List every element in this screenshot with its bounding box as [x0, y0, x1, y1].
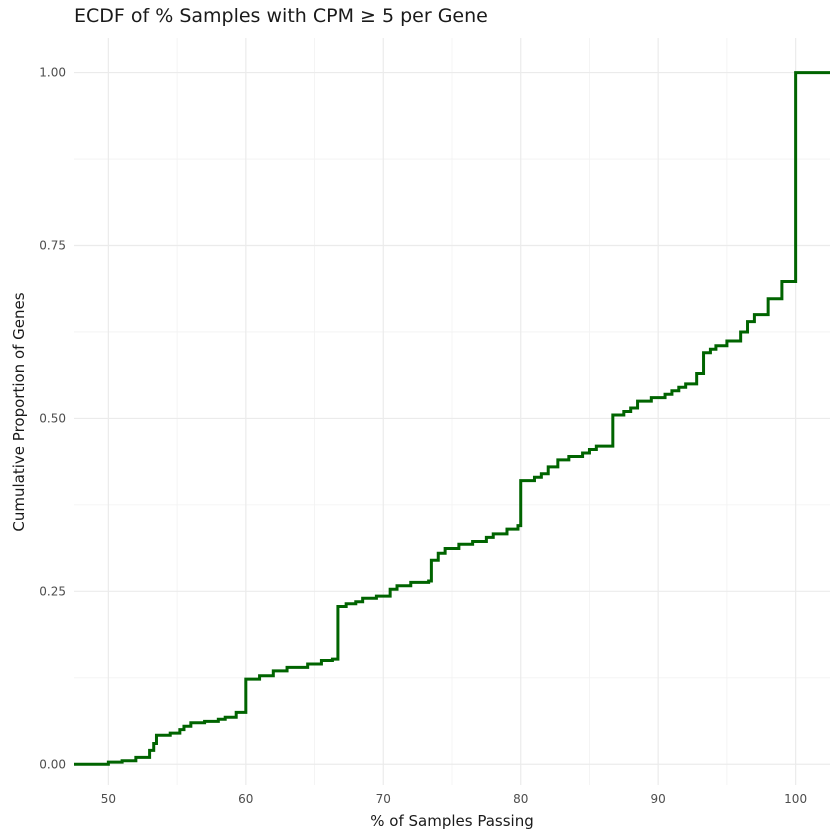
y-tick-label: 0.75 [39, 239, 66, 253]
y-axis-tick-labels: 0.00 0.25 0.50 0.75 1.00 [39, 66, 66, 772]
y-tick-label: 1.00 [39, 66, 66, 80]
x-tick-label: 50 [101, 792, 116, 806]
chart-title: ECDF of % Samples with CPM ≥ 5 per Gene [74, 5, 488, 27]
x-axis-label: % of Samples Passing [370, 812, 534, 830]
x-axis-tick-labels: 50 60 70 80 90 100 [101, 792, 807, 806]
x-tick-label: 60 [238, 792, 253, 806]
y-tick-label: 0.00 [39, 757, 66, 771]
x-tick-label: 90 [651, 792, 666, 806]
y-tick-label: 0.50 [39, 411, 66, 425]
x-tick-label: 100 [784, 792, 807, 806]
major-gridlines [74, 38, 830, 785]
y-tick-label: 0.25 [39, 584, 66, 598]
ecdf-series [74, 71, 830, 766]
minor-gridlines [74, 38, 830, 785]
y-axis-label: Cumulative Proportion of Genes [10, 292, 28, 532]
ecdf-step-line [74, 71, 830, 766]
x-tick-label: 70 [376, 792, 391, 806]
x-tick-label: 80 [513, 792, 528, 806]
